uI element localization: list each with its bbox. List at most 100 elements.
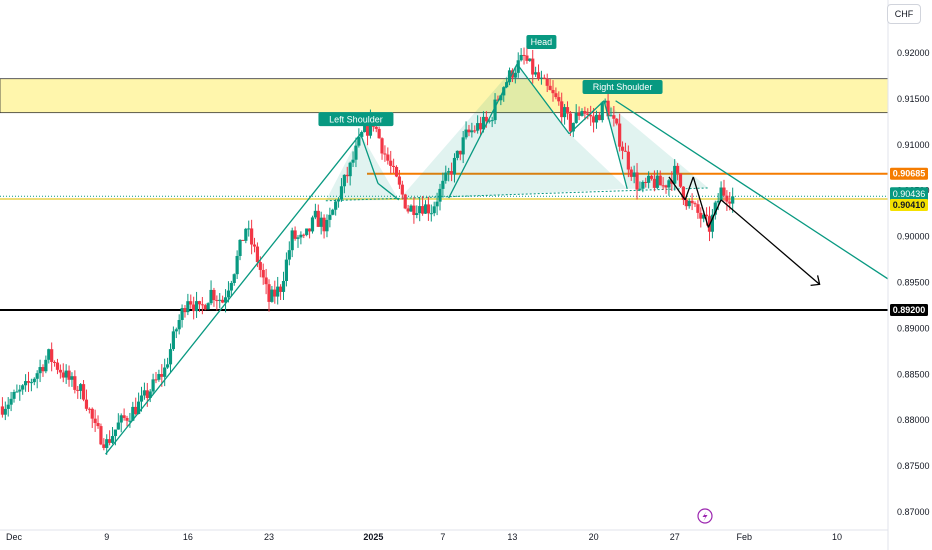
candle xyxy=(458,150,462,161)
candle xyxy=(328,207,332,228)
candle xyxy=(235,250,239,280)
candle xyxy=(174,327,178,339)
candle xyxy=(229,280,233,297)
plot-area[interactable]: Left Shoulder Head Right Shoulder xyxy=(0,34,932,455)
candle xyxy=(618,113,622,152)
candle xyxy=(186,293,190,316)
candle xyxy=(612,105,616,127)
time-tick-label: 9 xyxy=(104,532,109,542)
pattern-label[interactable]: Right Shoulder xyxy=(582,79,663,94)
candle xyxy=(638,181,642,192)
projection-leg xyxy=(668,176,686,201)
candle xyxy=(415,205,419,219)
candle xyxy=(418,196,422,222)
candle xyxy=(710,208,714,239)
candle xyxy=(423,200,428,215)
candle xyxy=(519,48,523,62)
price-tick-label: 0.87500 xyxy=(897,461,930,471)
price-tick-label: 0.91000 xyxy=(897,140,930,150)
candle xyxy=(615,118,619,126)
candle xyxy=(354,137,358,168)
trend-drawings xyxy=(105,63,888,455)
candle xyxy=(551,80,555,102)
price-tick-label: 0.92000 xyxy=(897,48,930,58)
candle xyxy=(583,106,587,121)
candle xyxy=(574,104,578,124)
candle xyxy=(29,378,33,392)
candle xyxy=(447,167,451,182)
candle xyxy=(449,162,454,182)
candle xyxy=(444,165,448,184)
time-axis[interactable]: Dec 9 16 23 2025 7 13 20 27 Feb 10 xyxy=(6,532,842,542)
svg-text:0.89200: 0.89200 xyxy=(893,305,926,315)
candle xyxy=(623,142,628,152)
pattern-leg xyxy=(603,100,628,190)
candle xyxy=(435,192,439,216)
candle xyxy=(96,415,100,429)
price-tick-label: 0.87000 xyxy=(897,507,930,517)
right-shoulder-area xyxy=(604,100,709,189)
candle xyxy=(299,231,303,245)
candle xyxy=(128,412,132,428)
projection-leg xyxy=(684,176,694,201)
candle xyxy=(696,200,700,219)
candle xyxy=(351,151,355,168)
candle xyxy=(177,314,181,335)
pattern-label[interactable]: Head xyxy=(526,34,557,49)
candle xyxy=(148,389,152,403)
candle xyxy=(357,128,361,148)
candle xyxy=(626,145,630,178)
support-price-tag: 0.89200 xyxy=(890,304,928,317)
candle xyxy=(719,181,723,201)
candle xyxy=(522,47,526,65)
candle xyxy=(18,384,22,401)
candle xyxy=(247,220,251,237)
candle xyxy=(70,372,74,387)
candle xyxy=(41,364,45,377)
candle xyxy=(536,64,541,81)
pattern-leg xyxy=(568,100,605,135)
candle xyxy=(525,45,529,64)
candle xyxy=(539,70,544,85)
candle xyxy=(322,214,326,239)
candle xyxy=(334,199,338,216)
candle xyxy=(200,296,204,315)
candle xyxy=(400,180,404,200)
supply-zone xyxy=(0,78,888,114)
candle xyxy=(545,73,549,93)
candle xyxy=(467,124,471,137)
price-axis[interactable]: 0.920000.915000.910000.905000.900000.895… xyxy=(897,48,930,517)
candle xyxy=(531,49,535,84)
candle xyxy=(102,438,106,451)
candle xyxy=(676,163,680,181)
time-tick-label: 16 xyxy=(183,532,193,542)
candle xyxy=(589,105,593,126)
bid-price-tag: 0.90410 xyxy=(890,198,928,211)
lightning-icon[interactable] xyxy=(697,508,713,524)
candle xyxy=(316,204,320,228)
candle xyxy=(568,111,572,136)
candle xyxy=(87,407,91,414)
candle xyxy=(165,357,170,369)
candle xyxy=(194,291,199,318)
candle xyxy=(252,237,257,253)
pattern-label[interactable]: Left Shoulder xyxy=(318,112,394,127)
candle xyxy=(432,201,436,217)
currency-label[interactable]: CHF xyxy=(887,4,921,24)
candle xyxy=(55,358,60,375)
candle xyxy=(267,279,271,312)
candle xyxy=(542,74,546,80)
pattern-leg xyxy=(516,63,570,135)
candle xyxy=(455,150,459,161)
candle xyxy=(565,101,570,120)
time-tick-label: Dec xyxy=(6,532,23,542)
candle xyxy=(620,141,625,160)
candle xyxy=(319,211,323,235)
candle xyxy=(597,111,601,121)
candle xyxy=(212,287,216,307)
candle xyxy=(61,363,65,383)
candle xyxy=(386,147,390,165)
candle xyxy=(441,172,445,197)
candle xyxy=(310,215,315,234)
